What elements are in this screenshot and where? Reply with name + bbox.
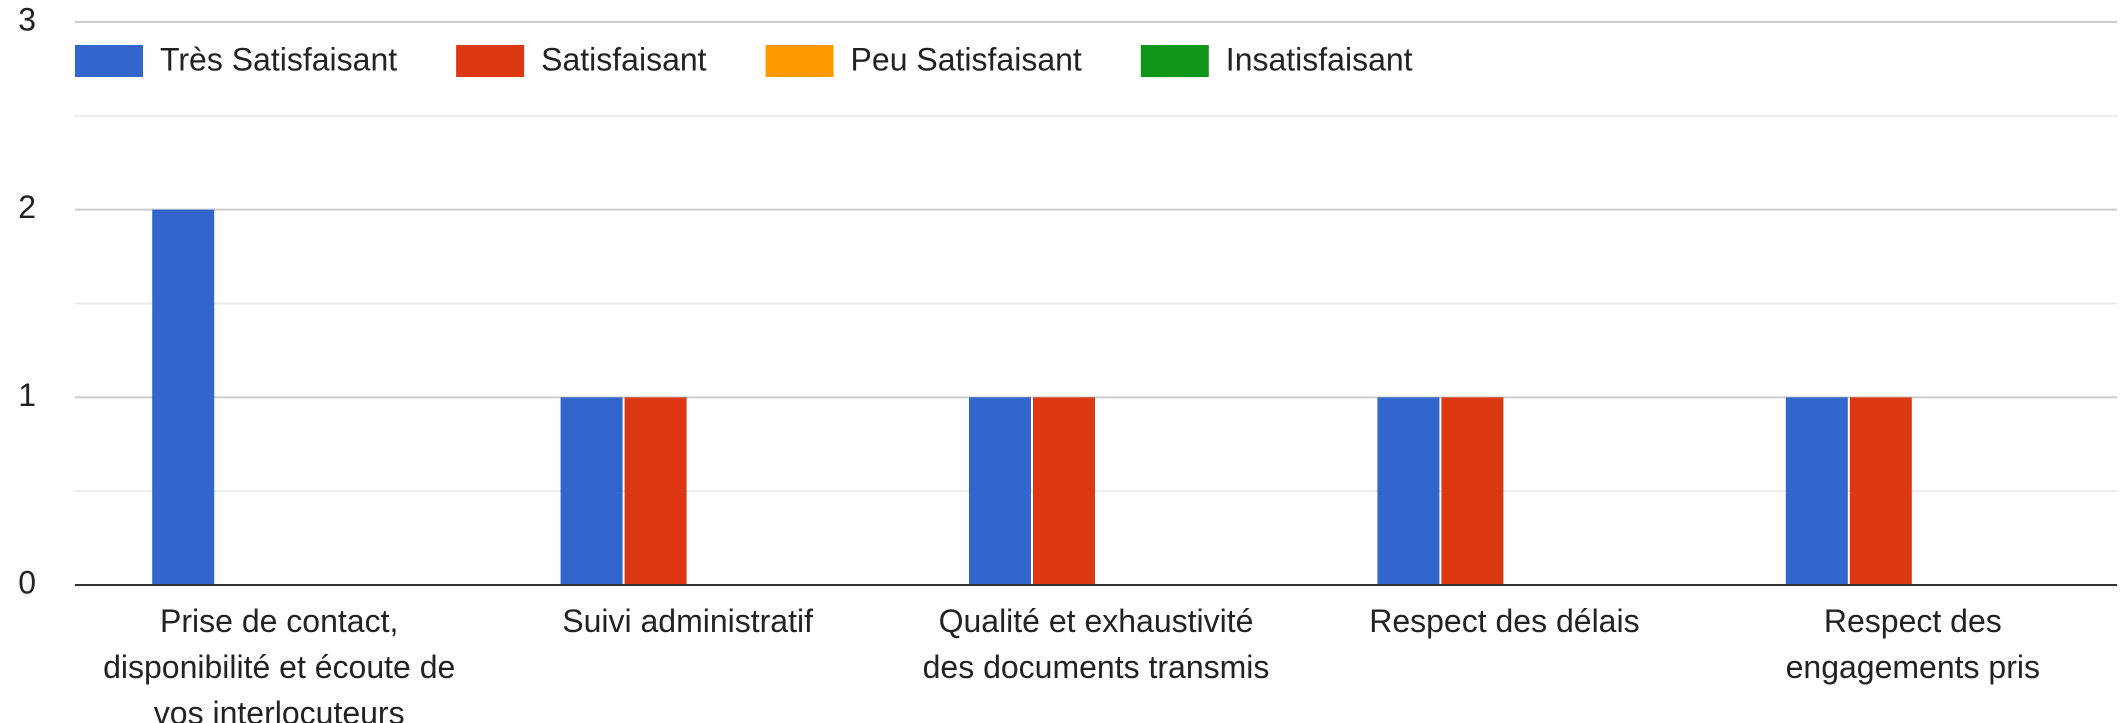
bar: [1785, 397, 1848, 585]
bar: [1033, 397, 1095, 585]
bar: [152, 209, 215, 585]
x-tick-label: Respect des délais: [1369, 603, 1640, 639]
legend-label: Très Satisfaisant: [160, 41, 397, 77]
y-tick-label: 3: [18, 1, 36, 37]
legend-swatch: [75, 45, 143, 77]
bar: [1849, 397, 1912, 585]
x-tick-label: Prise de contact, disponibilité et écout…: [103, 603, 456, 723]
y-tick-label: 0: [18, 564, 36, 600]
bar: [624, 397, 687, 585]
bar: [1441, 397, 1504, 585]
y-tick-label: 2: [18, 189, 36, 225]
legend-swatch: [1140, 45, 1209, 77]
bar: [560, 397, 623, 585]
bar: [969, 397, 1031, 585]
x-tick-label: Qualité et exhaustivité des documents tr…: [922, 603, 1270, 685]
legend-label: Insatisfaisant: [1226, 41, 1413, 77]
y-tick-label: 1: [18, 377, 36, 413]
legend-swatch: [765, 45, 834, 77]
legend-label: Satisfaisant: [541, 41, 707, 77]
legend-label: Peu Satisfaisant: [851, 41, 1082, 77]
legend-swatch: [456, 45, 525, 77]
bar: [1377, 397, 1440, 585]
x-tick-label: Respect des engagements pris: [1785, 603, 2040, 685]
x-tick-label: Suivi administratif: [562, 603, 813, 639]
